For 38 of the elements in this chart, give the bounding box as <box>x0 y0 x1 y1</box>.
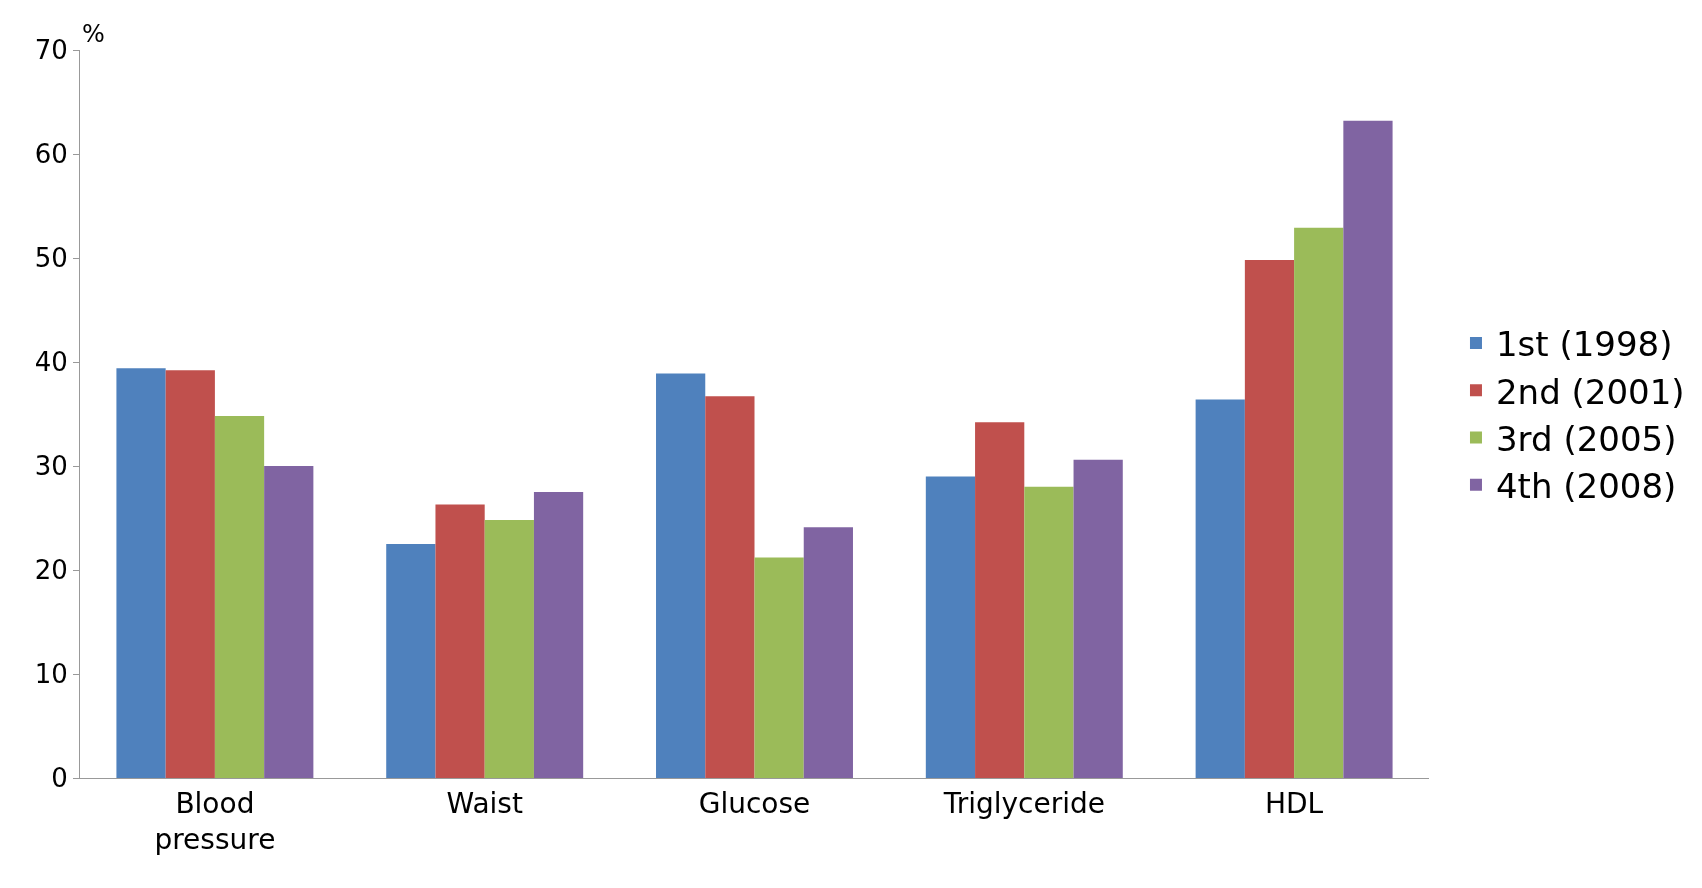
bar <box>116 368 166 778</box>
bar <box>925 476 976 778</box>
x-tick-label: Blood pressure <box>154 786 276 856</box>
bar <box>484 520 534 778</box>
bar <box>1294 227 1344 778</box>
y-tick-label: 40 <box>34 347 68 378</box>
y-tick-label: 50 <box>34 243 68 274</box>
y-tick-label: 0 <box>51 763 68 794</box>
legend-label: 3rd (2005) <box>1495 418 1677 459</box>
bar <box>435 504 485 778</box>
bar <box>1244 260 1295 778</box>
y-tick-label: 10 <box>34 659 68 690</box>
bar <box>386 544 436 778</box>
bar <box>705 396 755 778</box>
bar <box>754 557 804 778</box>
bar <box>533 492 584 778</box>
y-tick-label: 20 <box>34 555 68 586</box>
bar <box>1073 459 1123 778</box>
x-tick-label: HDL <box>1264 786 1324 820</box>
bar <box>264 466 314 778</box>
legend-label: 4th (2008) <box>1495 465 1677 506</box>
legend-label: 2nd (2001) <box>1495 371 1685 412</box>
bar <box>1343 120 1393 778</box>
y-tick-label: 30 <box>34 451 68 482</box>
legend-label: 1st (1998) <box>1495 324 1673 365</box>
y-axis-title: % <box>82 20 105 48</box>
x-tick-label: Waist <box>446 786 523 820</box>
y-tick-label: 70 <box>34 35 68 66</box>
bar <box>803 527 853 778</box>
x-tick-label: Triglyceride <box>942 786 1105 820</box>
bar <box>1195 399 1245 778</box>
bar <box>975 422 1025 778</box>
bar <box>656 373 706 778</box>
x-tick-label: Glucose <box>698 786 811 820</box>
bar <box>165 370 215 778</box>
bar <box>1024 486 1074 778</box>
y-tick-label: 60 <box>34 139 68 170</box>
bar <box>214 416 265 778</box>
